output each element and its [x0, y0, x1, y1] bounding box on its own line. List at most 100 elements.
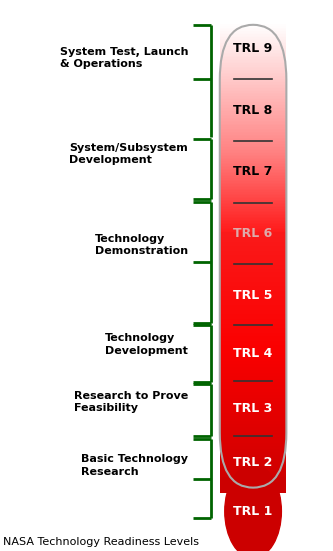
Bar — [220, 354, 286, 356]
Bar — [220, 57, 286, 59]
Bar — [220, 426, 286, 429]
Bar — [220, 196, 286, 198]
Bar — [220, 477, 286, 493]
Bar — [220, 436, 286, 438]
Text: System Test, Launch
& Operations: System Test, Launch & Operations — [60, 47, 188, 69]
Bar — [220, 60, 286, 62]
Bar — [220, 475, 286, 477]
Bar — [220, 28, 286, 29]
Bar — [220, 397, 286, 399]
Bar — [220, 314, 286, 316]
Bar — [220, 424, 286, 426]
Bar — [220, 181, 286, 183]
Bar — [220, 422, 286, 424]
Bar — [220, 185, 286, 187]
Text: TRL 3: TRL 3 — [233, 402, 273, 415]
Bar — [220, 478, 286, 480]
Bar — [220, 221, 286, 223]
Bar — [220, 256, 286, 258]
Bar — [220, 176, 286, 178]
Bar — [220, 461, 286, 463]
Bar — [220, 289, 286, 291]
Bar — [220, 418, 286, 419]
Bar — [220, 187, 286, 189]
Bar — [220, 377, 286, 379]
Bar — [220, 320, 286, 322]
Bar — [220, 242, 286, 245]
Bar — [220, 453, 286, 455]
Bar — [220, 334, 286, 336]
Bar — [220, 470, 286, 472]
Bar — [220, 208, 286, 210]
Bar — [220, 166, 286, 169]
Bar — [220, 383, 286, 386]
Bar — [220, 116, 286, 118]
Bar — [220, 240, 286, 241]
Bar — [220, 83, 286, 85]
Bar — [220, 69, 286, 71]
Bar — [220, 281, 286, 283]
Bar — [220, 179, 286, 181]
Bar — [220, 336, 286, 337]
Bar — [220, 434, 286, 436]
Bar — [220, 106, 286, 109]
Bar — [220, 47, 286, 50]
Bar — [220, 476, 286, 478]
Text: TRL 2: TRL 2 — [233, 456, 273, 469]
Bar — [220, 112, 286, 115]
Bar — [220, 52, 286, 54]
Bar — [220, 261, 286, 263]
Bar — [220, 399, 286, 401]
Bar — [220, 284, 286, 287]
Bar — [220, 125, 286, 127]
Bar — [220, 123, 286, 126]
Bar — [220, 366, 286, 369]
Bar — [220, 78, 286, 80]
Bar — [220, 171, 286, 174]
Bar — [220, 433, 286, 435]
Bar — [220, 229, 286, 231]
Bar — [220, 464, 286, 466]
Bar — [220, 32, 286, 34]
Bar — [220, 456, 286, 458]
Bar — [220, 371, 286, 373]
Bar — [220, 386, 286, 388]
Bar — [220, 46, 286, 48]
Bar — [220, 97, 286, 99]
Bar — [220, 225, 286, 228]
Bar — [220, 89, 286, 91]
Bar — [220, 472, 286, 474]
Text: NASA Technology Readiness Levels: NASA Technology Readiness Levels — [3, 537, 199, 547]
Bar — [220, 372, 286, 375]
Bar — [220, 151, 286, 153]
Bar — [220, 88, 286, 90]
Bar — [220, 292, 286, 294]
Bar — [220, 91, 286, 93]
Text: Research to Prove
Feasibility: Research to Prove Feasibility — [74, 391, 188, 413]
Bar — [220, 86, 286, 88]
Bar — [220, 94, 286, 96]
Bar — [220, 390, 286, 392]
Bar — [220, 280, 286, 282]
Bar — [220, 173, 286, 175]
Bar — [220, 337, 286, 339]
Bar — [220, 36, 286, 39]
Bar — [220, 238, 286, 240]
Bar — [220, 193, 286, 195]
Bar — [220, 300, 286, 302]
Bar — [220, 177, 286, 180]
Text: TRL 1: TRL 1 — [233, 505, 273, 518]
Bar — [220, 340, 286, 342]
Bar — [220, 466, 286, 467]
Bar — [220, 24, 286, 26]
Bar — [220, 396, 286, 398]
Bar — [220, 294, 286, 296]
Bar — [220, 58, 286, 61]
Bar — [220, 255, 286, 257]
Bar — [220, 153, 286, 155]
Bar — [220, 441, 286, 443]
Bar — [220, 304, 286, 306]
Bar — [220, 321, 286, 323]
Bar — [220, 195, 286, 197]
Bar — [220, 68, 286, 69]
